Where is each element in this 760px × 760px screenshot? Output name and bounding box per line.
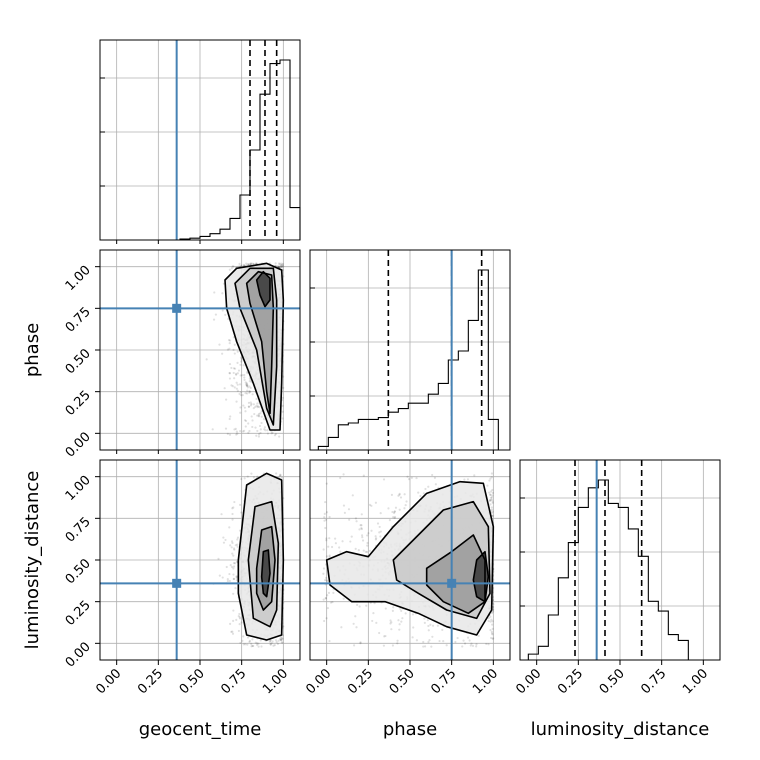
- x-tick-label: 0.50: [597, 666, 628, 697]
- y-tick-label: 0.50: [63, 556, 94, 587]
- y-tick-label: 0.00: [63, 640, 94, 671]
- contour-level-1: [392, 500, 491, 620]
- x-tick-label: 0.00: [513, 666, 544, 697]
- x-axis-label-geocent-time: geocent_time: [139, 719, 262, 740]
- x-tick-label: 0.00: [93, 666, 124, 697]
- y-tick-label: 0.00: [63, 430, 94, 461]
- scatter-panel-geocent_time-vs-luminosity_distance: [99, 459, 301, 661]
- contour-level-2: [255, 525, 276, 611]
- x-tick-label: 1.00: [260, 666, 291, 697]
- x-tick-label: 0.50: [387, 666, 418, 697]
- contour-level-0: [325, 480, 495, 636]
- x-tick-label: 0.25: [135, 666, 166, 697]
- y-tick-label: 0.50: [63, 346, 94, 377]
- x-tick-label: 0.50: [177, 666, 208, 697]
- x-tick-label: 0.75: [638, 666, 669, 697]
- y-tick-label: 1.00: [63, 473, 94, 504]
- contour-level-3: [255, 270, 271, 308]
- contour-level-1: [234, 267, 278, 426]
- x-tick-label: 0.75: [428, 666, 459, 697]
- hist-step-luminosity_distance: [527, 479, 699, 661]
- x-tick-label: 1.00: [470, 666, 501, 697]
- labels-layer: geocent_time phase luminosity_distance p…: [22, 323, 709, 740]
- contour-level-3: [260, 549, 271, 598]
- x-tick-label: 0.25: [555, 666, 586, 697]
- x-tick-label: 0.75: [218, 666, 249, 697]
- x-tick-label: 0.25: [345, 666, 376, 697]
- y-axis-label-phase: phase: [22, 323, 43, 377]
- y-axis-label-luminosity-distance: luminosity_distance: [22, 471, 43, 650]
- x-axis-label-luminosity-distance: luminosity_distance: [531, 719, 710, 740]
- scatter-panel-phase-vs-luminosity_distance: [309, 459, 511, 661]
- x-tick-label: 0.00: [303, 666, 334, 697]
- y-tick-label: 0.75: [63, 305, 94, 336]
- hist-step-phase: [317, 269, 499, 450]
- hist-panel-geocent_time: [99, 39, 301, 241]
- density-fill-2: [246, 271, 274, 414]
- contour-level-0: [224, 262, 285, 431]
- x-axis-label-phase: phase: [383, 719, 437, 740]
- density-fill-3: [256, 271, 270, 307]
- contour-level-0: [237, 472, 285, 641]
- truth-marker: [447, 578, 457, 588]
- y-tick-label: 0.25: [63, 598, 94, 629]
- hist-panel-luminosity_distance: [519, 459, 721, 661]
- truth-marker: [172, 303, 182, 313]
- scatter-panel-geocent_time-vs-phase: [99, 249, 301, 451]
- contour-level-3: [472, 550, 490, 603]
- contour-level-1: [247, 500, 280, 628]
- truth-marker: [172, 578, 182, 588]
- y-tick-label: 0.25: [63, 388, 94, 419]
- hist-panel-phase: [309, 249, 511, 451]
- hist-step-geocent_time: [179, 59, 301, 240]
- y-tick-label: 1.00: [63, 263, 94, 294]
- panels-layer: 0.00 0.25 0.50 0.75 1.00 0.00 0.25 0.50 0.75 1.00…: [63, 39, 721, 697]
- x-tick-label: 1.00: [680, 666, 711, 697]
- density-fill-2: [426, 535, 485, 614]
- y-tick-label: 0.75: [63, 515, 94, 546]
